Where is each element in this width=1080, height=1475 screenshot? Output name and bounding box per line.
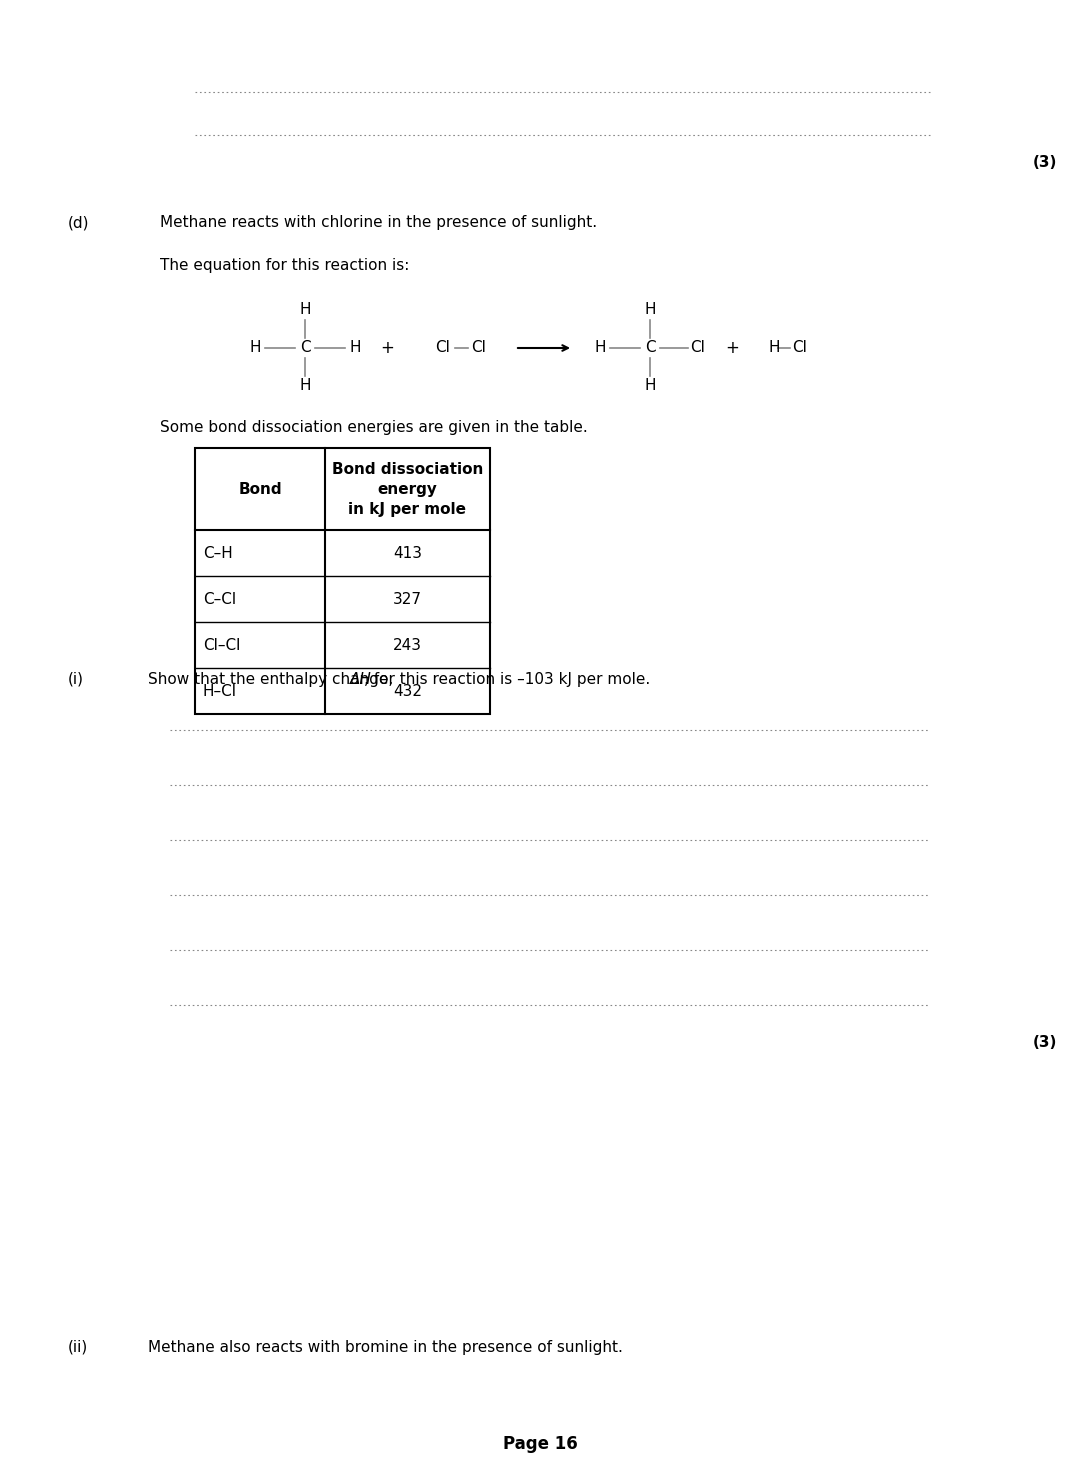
Text: Cl: Cl [690,341,705,355]
Text: 327: 327 [393,591,422,606]
Text: C–H: C–H [203,546,233,560]
Text: 243: 243 [393,637,422,652]
Text: H: H [645,302,656,317]
Text: Some bond dissociation energies are given in the table.: Some bond dissociation energies are give… [160,420,588,435]
Text: 432: 432 [393,683,422,699]
Text: energy: energy [378,482,437,497]
Text: Bond dissociation: Bond dissociation [332,462,483,476]
Text: H: H [249,341,260,355]
Text: C: C [645,341,656,355]
Text: +: + [380,339,394,357]
Text: H: H [299,379,311,394]
Text: Bond: Bond [239,481,282,497]
Text: (3): (3) [1032,155,1057,170]
Text: H: H [299,302,311,317]
Text: Show that the enthalpy change,: Show that the enthalpy change, [148,673,399,687]
Text: , for this reaction is –103 kJ per mole.: , for this reaction is –103 kJ per mole. [365,673,651,687]
Bar [195,448,490,714]
Text: C–Cl: C–Cl [203,591,237,606]
Text: Cl: Cl [792,341,807,355]
Text: +: + [725,339,739,357]
Text: Methane reacts with chlorine in the presence of sunlight.: Methane reacts with chlorine in the pres… [160,215,597,230]
Text: The equation for this reaction is:: The equation for this reaction is: [160,258,409,273]
Text: C: C [299,341,310,355]
Text: in kJ per mole: in kJ per mole [349,502,467,518]
Text: (3): (3) [1032,1035,1057,1050]
Text: ΔH: ΔH [350,673,372,687]
Text: H: H [768,341,780,355]
Text: H: H [349,341,361,355]
Text: Page 16: Page 16 [502,1435,578,1453]
Text: H: H [594,341,606,355]
Text: Cl: Cl [471,341,486,355]
Text: (i): (i) [68,673,84,687]
Text: H–Cl: H–Cl [203,683,237,699]
Text: (d): (d) [68,215,90,230]
Text: Cl: Cl [435,341,450,355]
Text: 413: 413 [393,546,422,560]
Text: (ii): (ii) [68,1339,89,1356]
Text: H: H [645,379,656,394]
Text: Cl–Cl: Cl–Cl [203,637,241,652]
Text: Methane also reacts with bromine in the presence of sunlight.: Methane also reacts with bromine in the … [148,1339,623,1356]
